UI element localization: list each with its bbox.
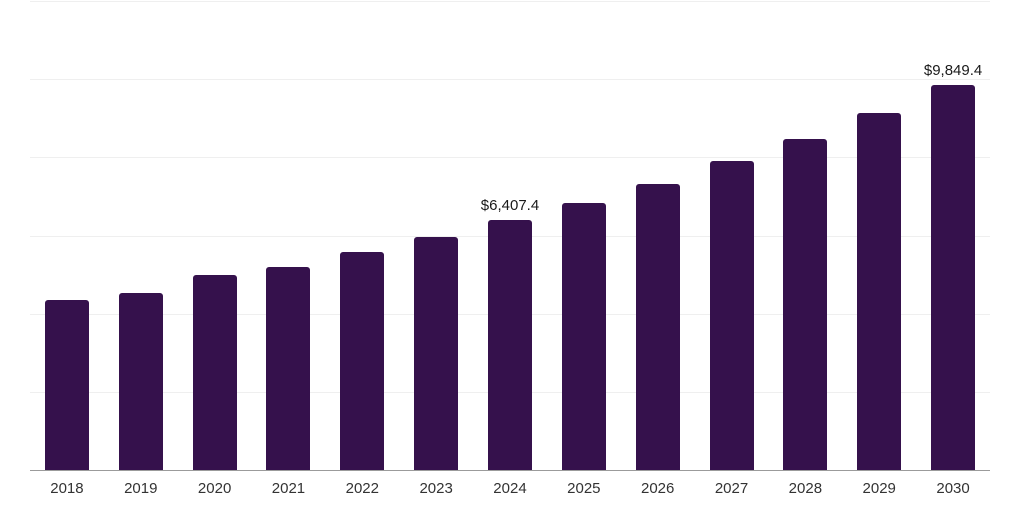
x-tick-2030: 2030 [936,480,970,497]
x-tick-2020: 2020 [197,480,232,497]
bar-2027 [709,160,754,470]
value-label-2030: $9,849.4 [923,62,983,80]
gridline-12000 [30,1,990,2]
bar-slot-2029 [842,1,916,470]
bars-row: $6,407.4 $9,849.4 [30,1,990,470]
bar-2022 [340,251,385,470]
x-tick-2021: 2021 [271,480,306,497]
bar-slot-2026 [621,1,695,470]
x-tick-2025: 2025 [567,480,601,497]
bar-slot-2022 [325,1,399,470]
bar-slot-2023 [399,1,473,470]
x-tick-2018: 2018 [50,480,84,497]
bar-2026 [635,183,680,470]
bar-slot-2028 [768,1,842,470]
x-tick-2029: 2029 [862,480,896,497]
bar-2025 [561,202,606,470]
x-tick-2024: 2024 [493,480,527,497]
bar-2018 [44,299,89,470]
gridline-8000 [30,157,990,159]
bar-2020 [192,275,237,470]
bar-slot-2027 [695,1,769,470]
bar-slot-2021 [252,1,326,470]
bar-2028 [783,139,828,470]
bar-slot-2018 [30,1,104,470]
bar-2019 [118,292,163,470]
bar-slot-2025 [547,1,621,470]
bar-slot-2030: $9,849.4 [916,1,990,470]
bar-slot-2020 [178,1,252,470]
bar-2030 [931,85,976,470]
x-tick-2028: 2028 [788,480,823,497]
x-tick-2027: 2027 [714,480,749,497]
x-tick-2023: 2023 [419,480,453,497]
x-axis-labels: 2018 2019 2020 2021 2022 2023 2024 2025 2026 2027… [30,471,990,496]
value-label-2024: $6,407.4 [480,196,540,214]
plot-area: $6,407.4 $9,849.4 [30,1,990,471]
bar-2021 [266,267,311,470]
x-tick-2019: 2019 [124,480,158,497]
bar-slot-2024: $6,407.4 [473,1,547,470]
x-tick-2022: 2022 [345,480,379,497]
bar-2024 [487,219,532,470]
bar-2023 [414,237,459,470]
bar-slot-2019 [104,1,178,470]
bar-2029 [857,113,902,470]
x-tick-2026: 2026 [640,480,675,497]
gridline-10000 [30,79,990,81]
